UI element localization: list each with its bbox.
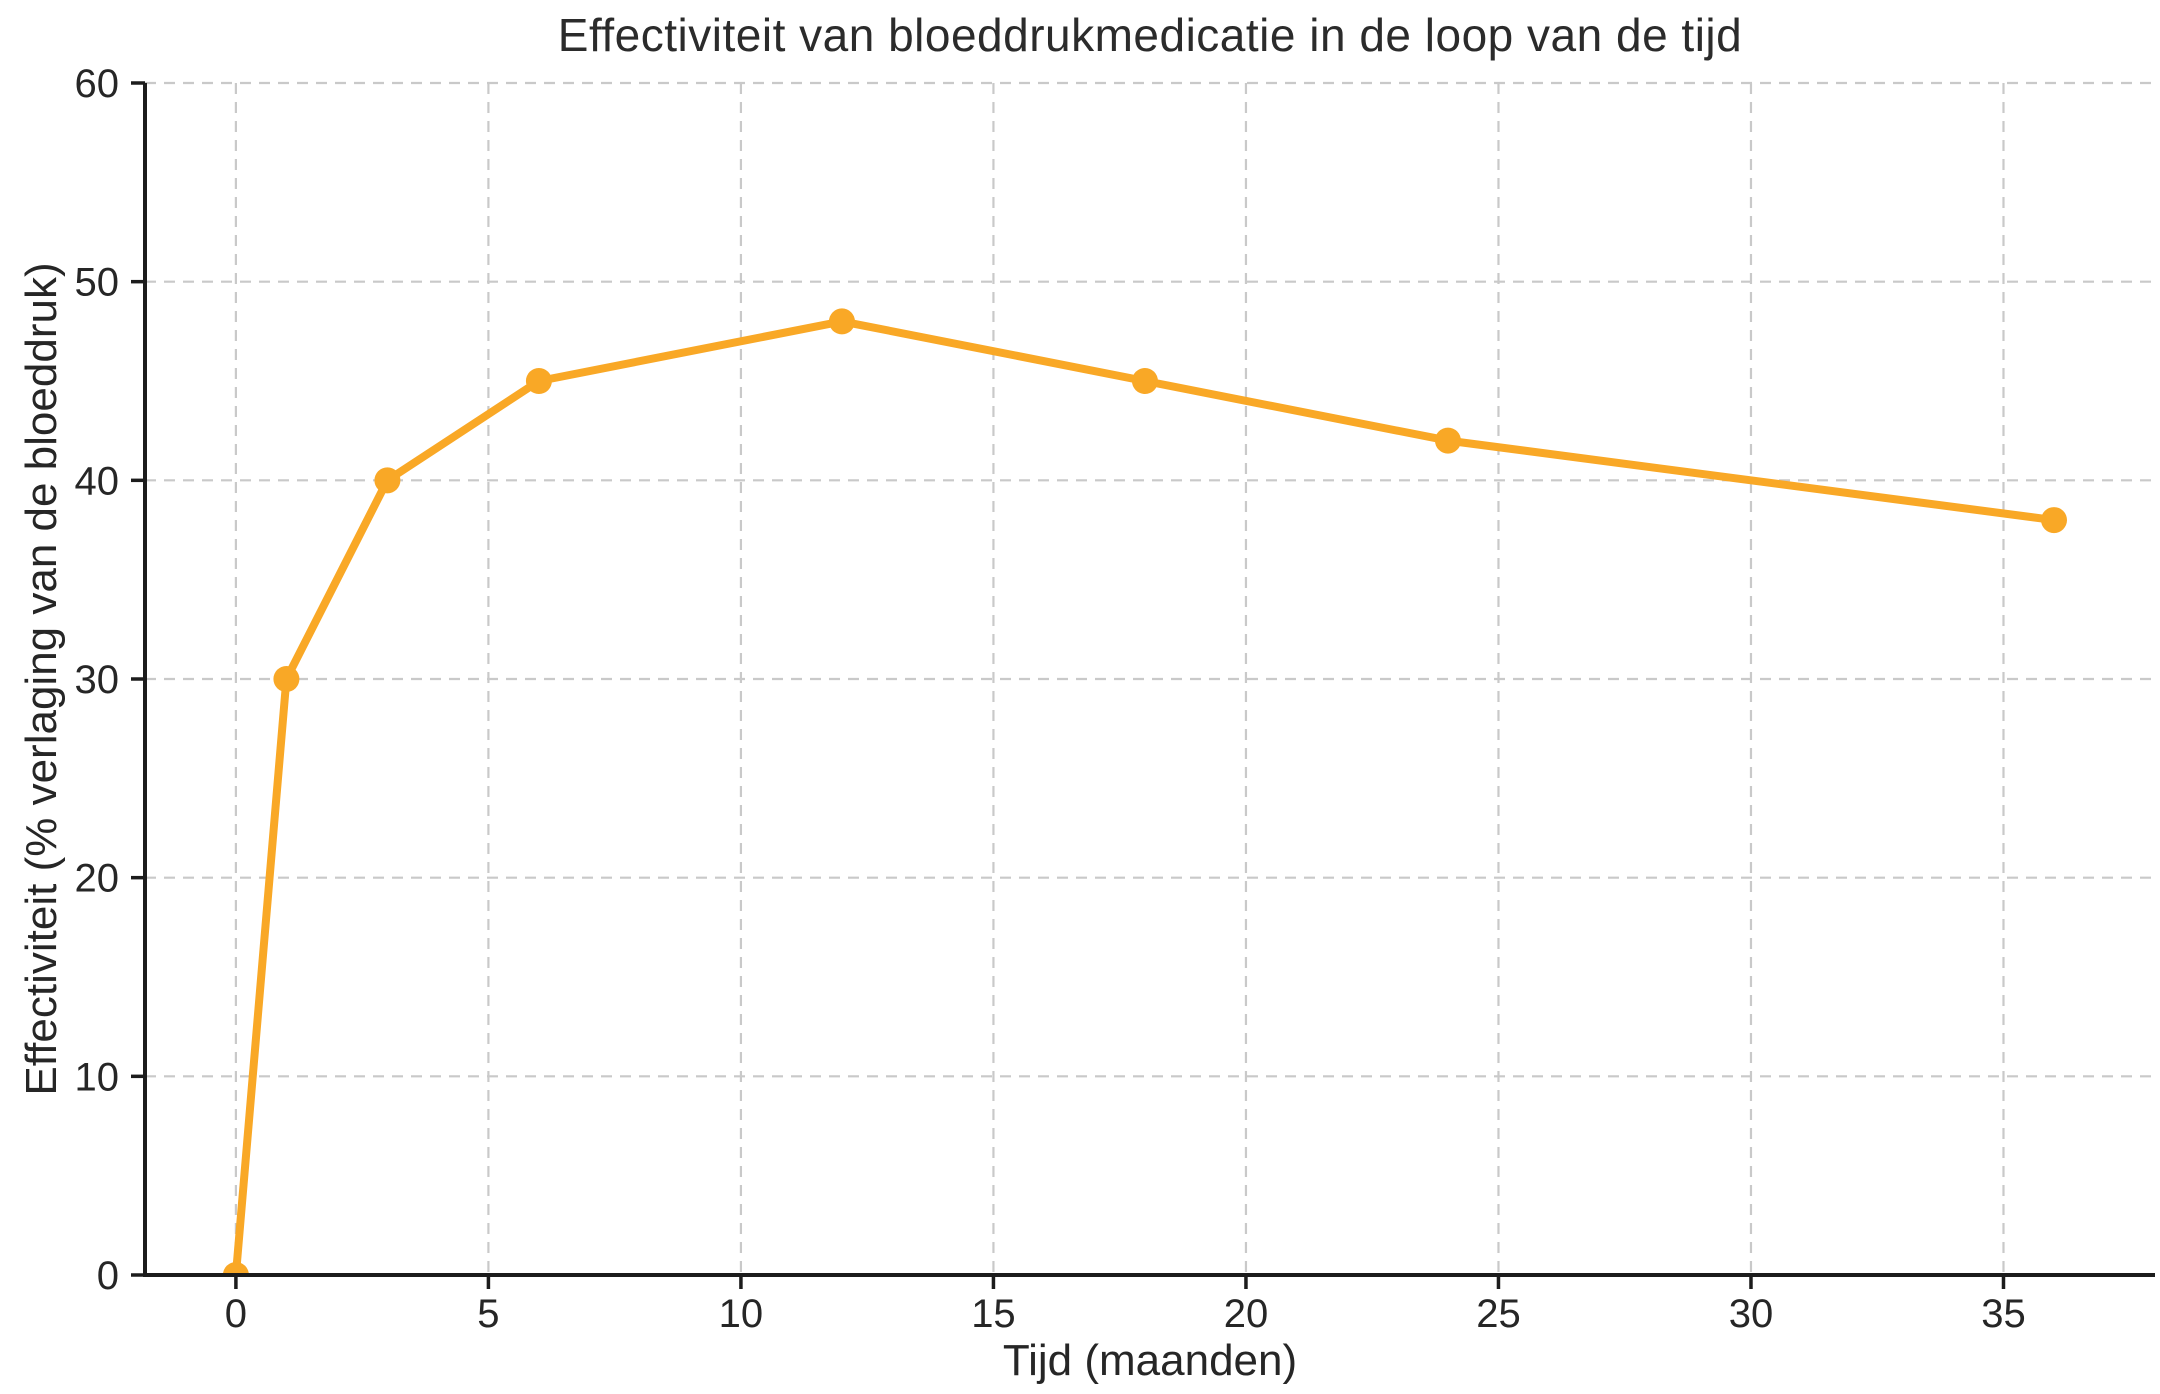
x-tick-label: 35 — [1981, 1292, 2026, 1336]
y-tick-label: 10 — [75, 1055, 120, 1099]
data-line — [231, 317, 2058, 1275]
x-tick-label: 0 — [225, 1292, 247, 1336]
y-axis-label: Effectiviteit (% verlaging van de bloedd… — [17, 262, 66, 1096]
x-tick-label: 25 — [1476, 1292, 1521, 1336]
data-point — [2040, 507, 2067, 534]
chart-title: Effectiviteit van bloeddrukmedicatie in … — [557, 9, 1743, 61]
x-tick-label: 5 — [477, 1292, 499, 1336]
data-point — [374, 467, 401, 494]
x-tick-label: 15 — [971, 1292, 1016, 1336]
data-point — [1434, 427, 1461, 454]
x-tick-label: 10 — [719, 1292, 764, 1336]
x-tick-label: 20 — [1224, 1292, 1269, 1336]
data-point — [828, 308, 855, 335]
y-tick-label: 60 — [75, 62, 120, 106]
data-point — [222, 1262, 249, 1275]
data-point — [1131, 368, 1158, 394]
x-axis-label: Tijd (maanden) — [1002, 1336, 1298, 1385]
y-tick-label: 40 — [75, 459, 120, 503]
y-tick-label: 0 — [97, 1254, 119, 1298]
data-point — [273, 666, 300, 692]
x-tick-label: 30 — [1729, 1292, 1774, 1336]
data-point — [525, 368, 552, 394]
y-tick-label: 30 — [75, 658, 120, 702]
y-tick-label: 50 — [75, 261, 120, 305]
y-tick-label: 20 — [75, 857, 120, 901]
